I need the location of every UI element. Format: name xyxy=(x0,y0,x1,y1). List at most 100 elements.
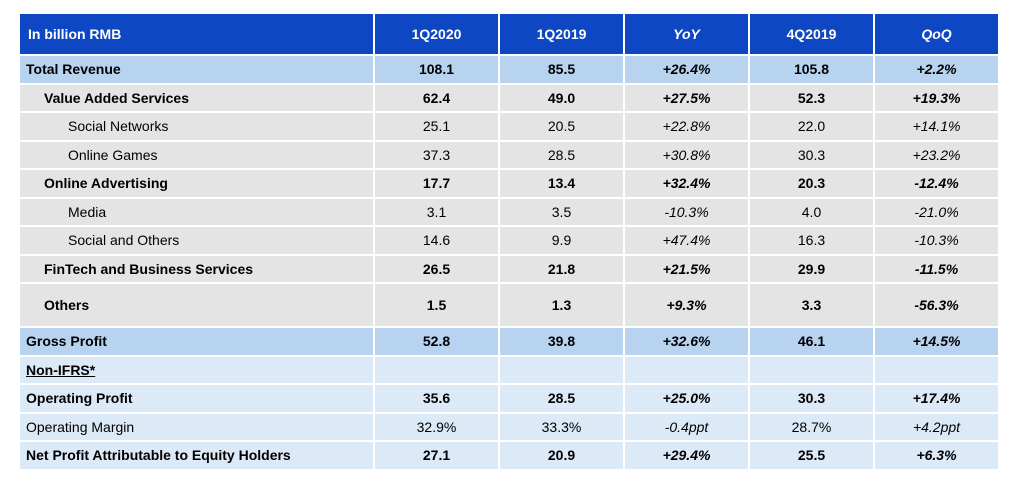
cell-1q2019: 13.4 xyxy=(498,168,625,199)
row-label: Net Profit Attributable to Equity Holder… xyxy=(18,440,375,471)
cell-qoq: -10.3% xyxy=(873,225,1000,256)
cell-yoy: -0.4ppt xyxy=(623,411,750,442)
cell-4q2019: 46.1 xyxy=(748,326,875,357)
cell-1q2019: 85.5 xyxy=(498,54,625,85)
cell-1q2019: 3.5 xyxy=(498,196,625,227)
table-body: Total Revenue 108.1 85.5 +26.4% 105.8 +2… xyxy=(18,54,1000,471)
table-row: Operating Margin 32.9% 33.3% -0.4ppt 28.… xyxy=(18,411,1000,442)
cell-yoy: -10.3% xyxy=(623,196,750,227)
cell-1q2020: 108.1 xyxy=(373,54,500,85)
cell-1q2020: 26.5 xyxy=(373,253,500,284)
cell-1q2020: 17.7 xyxy=(373,168,500,199)
header-qoq: QoQ xyxy=(873,12,1000,56)
table-row: FinTech and Business Services 26.5 21.8 … xyxy=(18,253,1000,284)
row-label: Social Networks xyxy=(18,111,375,142)
cell-yoy: +30.8% xyxy=(623,139,750,170)
cell-qoq xyxy=(873,354,1000,385)
table-row: Net Profit Attributable to Equity Holder… xyxy=(18,440,1000,471)
table-row: Value Added Services 62.4 49.0 +27.5% 52… xyxy=(18,82,1000,113)
row-label: Media xyxy=(18,196,375,227)
cell-1q2019: 33.3% xyxy=(498,411,625,442)
cell-yoy: +27.5% xyxy=(623,82,750,113)
cell-1q2019: 9.9 xyxy=(498,225,625,256)
header-1q2019: 1Q2019 xyxy=(498,12,625,56)
cell-yoy: +25.0% xyxy=(623,383,750,414)
cell-4q2019: 4.0 xyxy=(748,196,875,227)
row-label: Others xyxy=(18,282,375,328)
cell-yoy: +32.4% xyxy=(623,168,750,199)
cell-1q2020: 37.3 xyxy=(373,139,500,170)
cell-1q2020: 3.1 xyxy=(373,196,500,227)
cell-4q2019 xyxy=(748,354,875,385)
cell-1q2020: 62.4 xyxy=(373,82,500,113)
cell-1q2020 xyxy=(373,354,500,385)
cell-4q2019: 30.3 xyxy=(748,383,875,414)
cell-1q2019: 28.5 xyxy=(498,139,625,170)
table-header: In billion RMB 1Q2020 1Q2019 YoY 4Q2019 … xyxy=(18,12,1000,56)
cell-qoq: +17.4% xyxy=(873,383,1000,414)
cell-4q2019: 29.9 xyxy=(748,253,875,284)
cell-4q2019: 25.5 xyxy=(748,440,875,471)
table-row: Social and Others 14.6 9.9 +47.4% 16.3 -… xyxy=(18,225,1000,256)
cell-4q2019: 105.8 xyxy=(748,54,875,85)
table-row: Social Networks 25.1 20.5 +22.8% 22.0 +1… xyxy=(18,111,1000,142)
row-label: Online Advertising xyxy=(18,168,375,199)
table-row: Total Revenue 108.1 85.5 +26.4% 105.8 +2… xyxy=(18,54,1000,85)
cell-4q2019: 52.3 xyxy=(748,82,875,113)
row-label: Operating Margin xyxy=(18,411,375,442)
row-label: Online Games xyxy=(18,139,375,170)
cell-qoq: +14.1% xyxy=(873,111,1000,142)
cell-1q2019: 20.9 xyxy=(498,440,625,471)
row-label: Total Revenue xyxy=(18,54,375,85)
cell-qoq: +6.3% xyxy=(873,440,1000,471)
table-row: Operating Profit 35.6 28.5 +25.0% 30.3 +… xyxy=(18,383,1000,414)
cell-4q2019: 20.3 xyxy=(748,168,875,199)
cell-yoy: +9.3% xyxy=(623,282,750,328)
header-1q2020: 1Q2020 xyxy=(373,12,500,56)
cell-1q2019 xyxy=(498,354,625,385)
header-unit-label: In billion RMB xyxy=(18,12,375,56)
table-row: Non-IFRS* xyxy=(18,354,1000,385)
cell-yoy: +21.5% xyxy=(623,253,750,284)
cell-yoy: +47.4% xyxy=(623,225,750,256)
cell-1q2019: 1.3 xyxy=(498,282,625,328)
cell-yoy: +29.4% xyxy=(623,440,750,471)
row-label: FinTech and Business Services xyxy=(18,253,375,284)
header-yoy: YoY xyxy=(623,12,750,56)
cell-4q2019: 28.7% xyxy=(748,411,875,442)
row-label: Gross Profit xyxy=(18,326,375,357)
cell-qoq: -11.5% xyxy=(873,253,1000,284)
cell-1q2019: 21.8 xyxy=(498,253,625,284)
cell-4q2019: 3.3 xyxy=(748,282,875,328)
cell-1q2020: 27.1 xyxy=(373,440,500,471)
table-row: Gross Profit 52.8 39.8 +32.6% 46.1 +14.5… xyxy=(18,326,1000,357)
cell-1q2020: 25.1 xyxy=(373,111,500,142)
cell-qoq: +14.5% xyxy=(873,326,1000,357)
cell-1q2019: 49.0 xyxy=(498,82,625,113)
table-row: Online Advertising 17.7 13.4 +32.4% 20.3… xyxy=(18,168,1000,199)
cell-4q2019: 30.3 xyxy=(748,139,875,170)
cell-1q2020: 1.5 xyxy=(373,282,500,328)
cell-yoy xyxy=(623,354,750,385)
row-label: Operating Profit xyxy=(18,383,375,414)
row-label: Social and Others xyxy=(18,225,375,256)
cell-1q2019: 28.5 xyxy=(498,383,625,414)
header-4q2019: 4Q2019 xyxy=(748,12,875,56)
cell-qoq: +19.3% xyxy=(873,82,1000,113)
cell-4q2019: 16.3 xyxy=(748,225,875,256)
cell-1q2020: 14.6 xyxy=(373,225,500,256)
cell-yoy: +26.4% xyxy=(623,54,750,85)
table-row: Others 1.5 1.3 +9.3% 3.3 -56.3% xyxy=(18,282,1000,328)
cell-1q2020: 52.8 xyxy=(373,326,500,357)
cell-yoy: +32.6% xyxy=(623,326,750,357)
cell-1q2020: 35.6 xyxy=(373,383,500,414)
section-label-non-ifrs: Non-IFRS* xyxy=(18,354,375,385)
cell-yoy: +22.8% xyxy=(623,111,750,142)
cell-1q2019: 20.5 xyxy=(498,111,625,142)
cell-1q2019: 39.8 xyxy=(498,326,625,357)
cell-1q2020: 32.9% xyxy=(373,411,500,442)
cell-qoq: +2.2% xyxy=(873,54,1000,85)
cell-4q2019: 22.0 xyxy=(748,111,875,142)
table-row: Online Games 37.3 28.5 +30.8% 30.3 +23.2… xyxy=(18,139,1000,170)
cell-qoq: +4.2ppt xyxy=(873,411,1000,442)
